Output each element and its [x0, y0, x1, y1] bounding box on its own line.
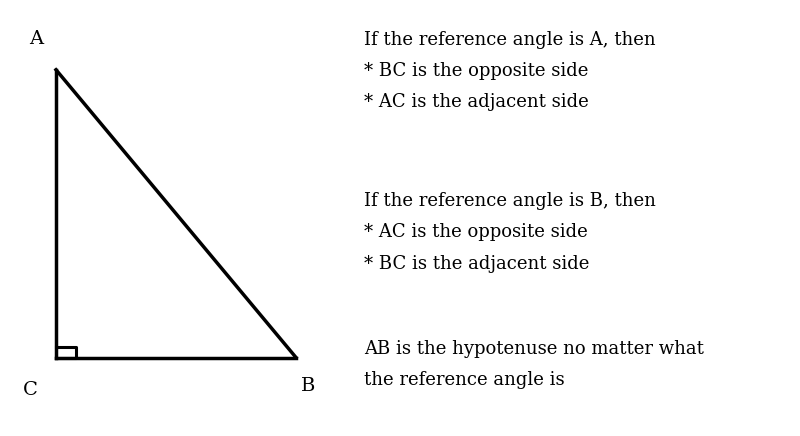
Text: * BC is the adjacent side: * BC is the adjacent side: [364, 255, 590, 272]
Text: C: C: [23, 381, 38, 399]
Text: A: A: [29, 30, 43, 48]
Text: * AC is the opposite side: * AC is the opposite side: [364, 223, 588, 241]
Text: * BC is the opposite side: * BC is the opposite side: [364, 62, 588, 80]
Text: B: B: [301, 377, 315, 395]
Text: If the reference angle is B, then: If the reference angle is B, then: [364, 192, 656, 210]
Text: AB is the hypotenuse no matter what: AB is the hypotenuse no matter what: [364, 340, 704, 358]
Text: * AC is the adjacent side: * AC is the adjacent side: [364, 93, 589, 111]
Text: If the reference angle is A, then: If the reference angle is A, then: [364, 31, 656, 48]
Text: the reference angle is: the reference angle is: [364, 371, 565, 389]
